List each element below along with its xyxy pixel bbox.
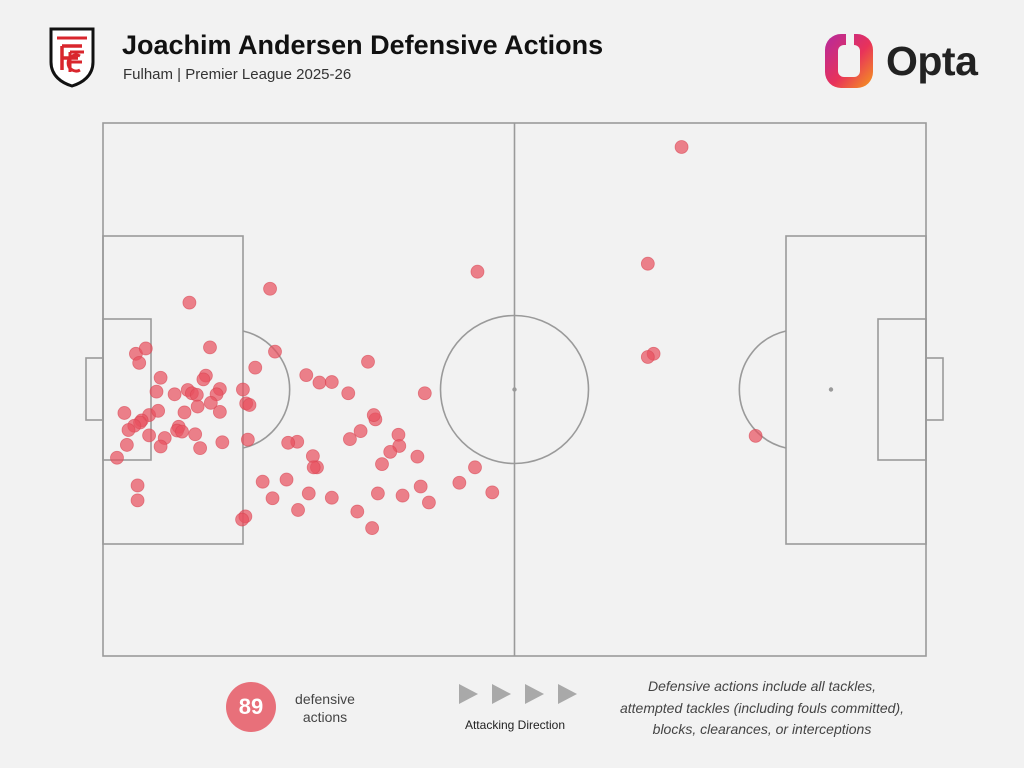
defensive-action-point bbox=[395, 488, 410, 503]
defensive-action-point bbox=[417, 386, 432, 401]
defensive-action-point bbox=[138, 341, 153, 356]
defensive-action-point bbox=[383, 444, 398, 459]
defensive-action-point bbox=[452, 475, 467, 490]
defensive-action-point bbox=[291, 503, 305, 517]
centre-circle bbox=[439, 314, 590, 465]
defensive-action-point bbox=[263, 281, 277, 296]
defensive-action-point bbox=[361, 354, 375, 369]
defensive-action-point bbox=[235, 512, 249, 527]
defensive-action-point bbox=[167, 387, 182, 402]
opta-logo-icon bbox=[825, 32, 873, 88]
defensive-action-point bbox=[375, 457, 389, 472]
defensive-action-points bbox=[110, 140, 763, 535]
defensive-action-point bbox=[342, 432, 357, 446]
defensive-action-point bbox=[151, 403, 166, 418]
right-penalty-spot bbox=[828, 387, 834, 392]
defensive-action-point bbox=[189, 387, 204, 402]
footnote: Defensive actions include all tackles, a… bbox=[600, 676, 924, 741]
defensive-action-point bbox=[119, 438, 134, 452]
defensive-action-point bbox=[117, 406, 132, 420]
page-subtitle: Fulham | Premier League 2025-26 bbox=[123, 66, 352, 83]
defensive-action-point bbox=[203, 340, 217, 355]
defensive-action-point bbox=[153, 370, 168, 385]
defensive-action-point bbox=[177, 405, 192, 420]
right-penalty-box bbox=[785, 235, 927, 545]
action-count-badge: 89 bbox=[226, 682, 276, 732]
defensive-action-point bbox=[324, 490, 339, 505]
defensive-action-point bbox=[366, 408, 381, 422]
defensive-action-point bbox=[265, 491, 280, 506]
play-arrow-icon bbox=[492, 684, 511, 704]
defensive-action-point bbox=[132, 355, 147, 370]
defensive-action-point bbox=[203, 395, 218, 410]
defensive-action-point bbox=[248, 360, 263, 375]
defensive-action-point bbox=[299, 368, 314, 383]
defensive-action-point bbox=[350, 504, 365, 519]
defensive-action-point bbox=[190, 399, 205, 414]
defensive-action-point bbox=[153, 439, 168, 454]
defensive-action-point bbox=[281, 435, 296, 450]
defensive-action-point bbox=[306, 460, 321, 475]
play-arrow-icon bbox=[558, 684, 577, 704]
defensive-action-point bbox=[674, 140, 689, 154]
left-goal bbox=[85, 357, 104, 421]
play-arrow-icon bbox=[525, 684, 544, 704]
fulham-crest-icon bbox=[49, 27, 95, 88]
defensive-action-point bbox=[422, 495, 436, 510]
defensive-action-point bbox=[312, 375, 327, 390]
defensive-action-point bbox=[130, 493, 145, 508]
defensive-action-point bbox=[370, 486, 385, 501]
defensive-action-point bbox=[365, 521, 380, 535]
defensive-action-point bbox=[640, 256, 655, 271]
defensive-action-point bbox=[301, 486, 316, 501]
defensive-action-point bbox=[182, 295, 197, 310]
defensive-action-point bbox=[341, 386, 356, 401]
defensive-action-point bbox=[110, 450, 124, 465]
defensive-action-point bbox=[212, 404, 227, 419]
defensive-action-point bbox=[413, 479, 428, 494]
defensive-action-point bbox=[470, 264, 485, 279]
left-penalty-arc bbox=[242, 330, 291, 449]
defensive-action-point bbox=[240, 432, 255, 447]
defensive-action-point bbox=[121, 423, 136, 437]
play-arrow-icon bbox=[459, 684, 478, 704]
defensive-action-point bbox=[748, 428, 763, 443]
defensive-action-point bbox=[468, 460, 482, 475]
footnote-line: blocks, clearances, or interceptions bbox=[652, 721, 872, 737]
attacking-direction-arrows bbox=[459, 684, 577, 704]
defensive-action-point bbox=[255, 474, 270, 489]
right-six-yard-box bbox=[877, 318, 927, 461]
defensive-action-point bbox=[188, 427, 203, 442]
defensive-action-point bbox=[193, 441, 208, 456]
defensive-action-point bbox=[215, 435, 230, 450]
page-title: Joachim Andersen Defensive Actions bbox=[122, 30, 604, 60]
defensive-action-point bbox=[130, 478, 145, 493]
right-penalty-arc bbox=[738, 330, 787, 449]
attacking-direction-label: Attacking Direction bbox=[464, 718, 566, 732]
defensive-action-point bbox=[268, 344, 282, 359]
defensive-action-point bbox=[242, 398, 257, 412]
defensive-action-point bbox=[324, 375, 339, 389]
defensive-action-point bbox=[149, 384, 164, 399]
defensive-action-point bbox=[236, 382, 250, 397]
opta-brand-text: Opta bbox=[886, 38, 978, 84]
defensive-action-point bbox=[410, 449, 425, 464]
defensive-action-point bbox=[175, 424, 189, 439]
action-count-label: defensive actions bbox=[288, 690, 362, 726]
footnote-line: attempted tackles (including fouls commi… bbox=[619, 699, 904, 716]
defensive-action-point bbox=[640, 350, 655, 364]
defensive-action-point bbox=[485, 485, 500, 500]
right-goal bbox=[925, 357, 944, 421]
defensive-action-point bbox=[142, 428, 156, 443]
defensive-action-point bbox=[196, 372, 211, 387]
centre-spot bbox=[512, 387, 517, 392]
defensive-action-point bbox=[353, 424, 368, 438]
defensive-action-point bbox=[279, 472, 294, 487]
action-count-label-line1: defensive bbox=[295, 691, 355, 707]
footnote-line: Defensive actions include all tackles, bbox=[647, 678, 876, 694]
action-count-label-line2: actions bbox=[302, 709, 348, 725]
